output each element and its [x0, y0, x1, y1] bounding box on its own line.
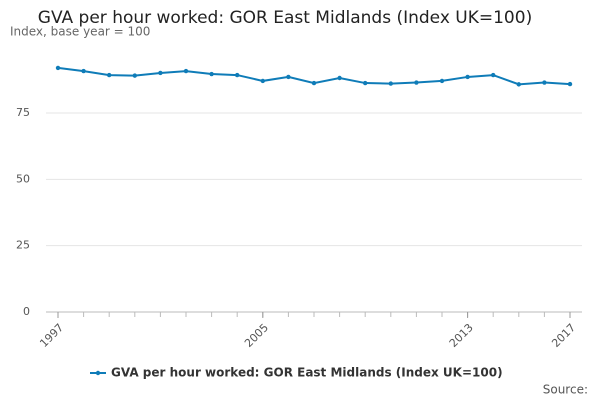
point [516, 82, 521, 87]
point [414, 80, 419, 85]
point [235, 72, 240, 78]
point [183, 68, 189, 74]
point [388, 81, 393, 86]
source: Source: [543, 383, 588, 397]
chart-subtitle: Index, base year = 100 [10, 25, 150, 39]
point [132, 73, 137, 78]
point [311, 80, 317, 86]
point [465, 74, 470, 80]
point [439, 78, 445, 84]
point [363, 80, 368, 86]
y-tick-label: 75 [16, 106, 30, 119]
point [567, 81, 573, 87]
point [491, 72, 496, 78]
y-tick-label: 25 [16, 239, 30, 252]
point [209, 71, 214, 77]
y-tick-label: 50 [16, 172, 30, 185]
point [158, 70, 163, 76]
point [55, 65, 61, 71]
point [81, 68, 86, 74]
point [337, 75, 342, 81]
legend-swatch-dot [95, 370, 101, 376]
point [107, 72, 112, 78]
point [286, 74, 291, 80]
y-tick-label: 0 [23, 305, 30, 318]
point [542, 80, 547, 85]
legend-label: GVA per hour worked: GOR East Midlands (… [111, 366, 503, 380]
chart-title: GVA per hour worked: GOR East Midlands (… [38, 8, 532, 28]
point [260, 78, 265, 84]
